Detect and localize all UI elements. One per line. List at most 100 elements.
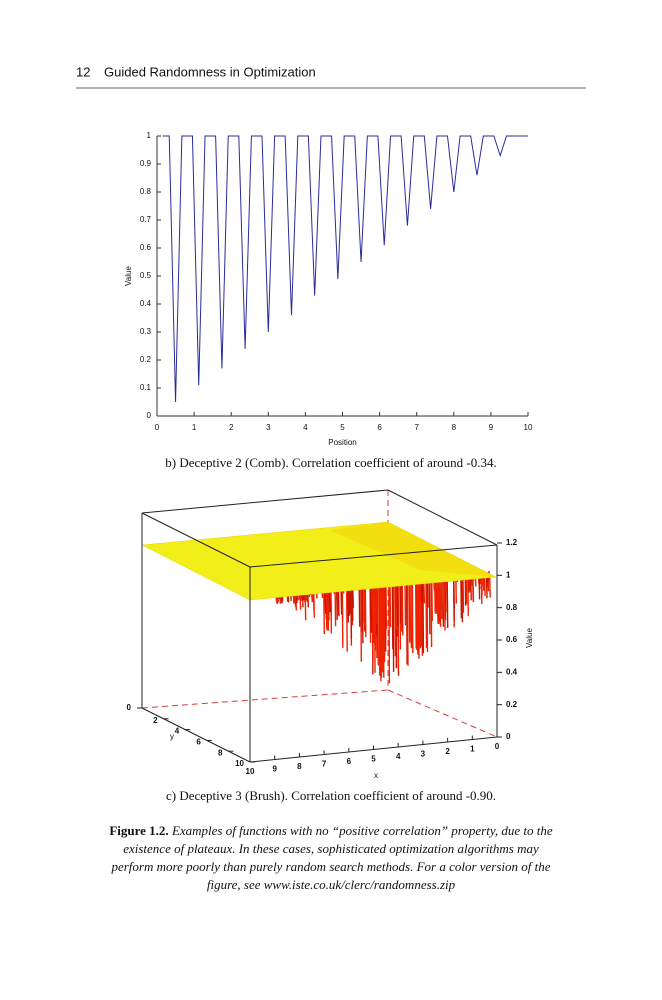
- surface-spike: [361, 582, 364, 644]
- surface-spike: [374, 586, 377, 634]
- x-tick-label: 5: [340, 423, 345, 432]
- surface-spike: [401, 582, 404, 636]
- surface-spike: [415, 580, 418, 651]
- z-tick-label: 0.2: [506, 700, 518, 709]
- z-tick-label: 1: [506, 570, 511, 579]
- surface-spike: [404, 582, 407, 626]
- surface-spike: [431, 582, 433, 622]
- y-tick-label: 0.5: [140, 271, 152, 280]
- x-tick-label: 1: [470, 745, 475, 754]
- surface-spike: [391, 581, 394, 650]
- surface-spike: [460, 576, 463, 619]
- box-edge: [141, 707, 251, 763]
- surface-spike: [410, 581, 413, 649]
- surface-spike: [392, 583, 395, 672]
- x-tick-label: 10: [246, 767, 255, 776]
- surface-spike: [478, 578, 481, 589]
- x-tick-label: 5: [371, 755, 376, 764]
- caption: c) Deceptive 3 (Brush). Correlation coef…: [166, 788, 496, 803]
- surface-spike: [483, 576, 486, 596]
- x-tick-label: 2: [445, 747, 450, 756]
- surface-spike: [336, 591, 338, 620]
- caption: b) Deceptive 2 (Comb). Correlation coeff…: [165, 455, 497, 470]
- box-edge: [249, 544, 498, 568]
- surface-spike: [382, 582, 385, 678]
- y-tick-label: 0: [147, 411, 152, 420]
- surface-spike: [388, 584, 391, 684]
- z-axis-label: Value: [525, 628, 534, 648]
- surface-spike: [446, 580, 449, 629]
- surface-spike: [394, 581, 396, 657]
- surface-spike: [440, 579, 443, 620]
- x-tick-label: 8: [452, 423, 457, 432]
- x-tick-label: 0: [155, 423, 160, 432]
- surface-spike: [489, 577, 491, 598]
- surface-spike: [453, 579, 455, 610]
- surface-spike: [348, 589, 350, 617]
- surface-spike: [405, 582, 408, 665]
- surface-spike: [383, 581, 386, 663]
- y-axis-label: y: [170, 732, 174, 741]
- data-line: [162, 135, 528, 403]
- y-tick-label: 0.9: [140, 159, 152, 168]
- x-tick-label: 4: [396, 752, 401, 761]
- surface-spike: [465, 576, 468, 605]
- surface-spike: [330, 587, 333, 634]
- surface-spike: [389, 582, 392, 628]
- surface-spike: [381, 584, 384, 653]
- surface-spike: [417, 578, 420, 659]
- figure-caption: Figure 1.2. Examples of functions with n…: [108, 822, 554, 894]
- plateau-texture: [330, 522, 496, 577]
- box-edge: [141, 489, 389, 514]
- surface-spike: [340, 591, 343, 615]
- surface-spike: [471, 578, 474, 587]
- surface-spike: [384, 584, 387, 640]
- y-tick-label: 10: [235, 759, 244, 768]
- surface-spike: [439, 578, 442, 627]
- surface-spike: [334, 589, 337, 627]
- x-tick-label: 0: [495, 742, 500, 751]
- figure-text: Examples of functions with no “positive …: [111, 823, 553, 892]
- surface-spike: [385, 579, 388, 630]
- z-tick-label: 0.6: [506, 635, 518, 644]
- surface-spike: [325, 590, 328, 616]
- surface-spike: [430, 580, 433, 648]
- x-tick-label: 10: [524, 423, 533, 432]
- surface-box: [141, 489, 498, 763]
- surface-spike: [379, 585, 382, 682]
- surface-spike: [377, 582, 379, 666]
- z-tick-label: 0.4: [506, 667, 518, 676]
- y-tick-label: 2: [153, 716, 158, 725]
- y-tick-label: 8: [218, 748, 223, 757]
- surface-spike: [301, 594, 304, 608]
- surface-spike: [442, 576, 445, 627]
- surface-spike: [375, 585, 378, 624]
- surface-spike: [350, 588, 353, 640]
- x-tick-label: 1: [192, 423, 197, 432]
- surface-spike: [363, 586, 366, 624]
- surface-spike: [380, 585, 383, 648]
- surface-spike: [416, 580, 419, 655]
- surface-spike: [462, 578, 465, 613]
- x-tick-label: 2: [229, 423, 234, 432]
- y-tick-label: 0.2: [140, 355, 152, 364]
- x-tick-label: 7: [322, 760, 327, 769]
- x-tick-label: 8: [297, 762, 302, 771]
- surface-spike: [437, 581, 439, 625]
- y-tick-label: 0.7: [140, 215, 152, 224]
- x-tick-label: 9: [272, 765, 277, 774]
- surface-spike: [461, 574, 464, 623]
- surface-spike: [358, 588, 361, 627]
- y-tick-label: 0.4: [140, 299, 152, 308]
- z-tick-label: 1.2: [506, 538, 518, 547]
- surface-spike: [370, 581, 373, 633]
- surface-spike: [323, 589, 325, 635]
- y-tick-label: 0.6: [140, 243, 152, 252]
- y-tick-label: 0.8: [140, 187, 152, 196]
- surface-spike: [400, 584, 403, 632]
- z-tick-label: 0: [127, 703, 132, 712]
- surface-spike: [327, 591, 330, 631]
- y-axis-label: Value: [124, 266, 133, 286]
- surface-spike: [360, 587, 363, 633]
